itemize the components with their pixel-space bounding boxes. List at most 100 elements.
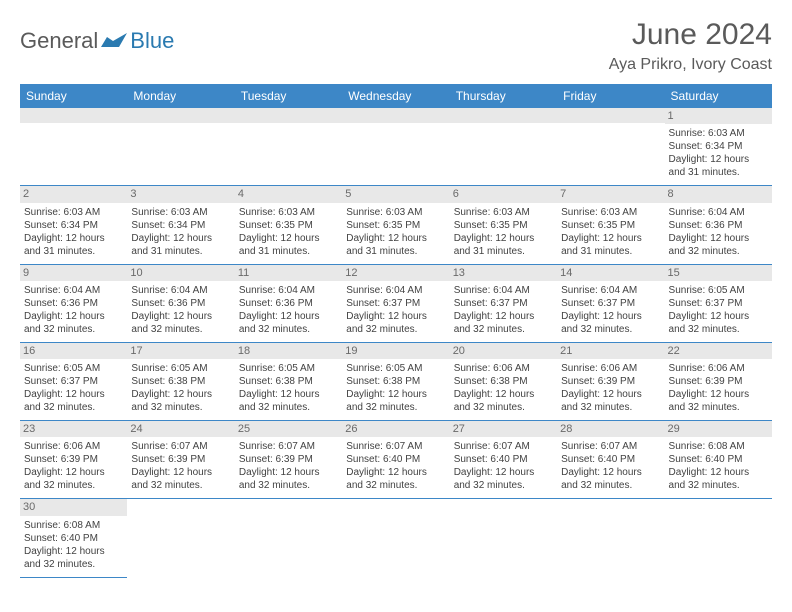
day-info-line: Daylight: 12 hours (131, 310, 230, 323)
day-info-line: and 32 minutes. (131, 401, 230, 414)
day-info-line: Sunset: 6:36 PM (669, 219, 768, 232)
day-number (450, 108, 557, 123)
day-info-line: Sunrise: 6:03 AM (24, 206, 123, 219)
day-cell (235, 108, 342, 186)
day-info-line: and 32 minutes. (561, 401, 660, 414)
day-info-line: Sunset: 6:40 PM (561, 453, 660, 466)
flag-icon (101, 33, 127, 52)
day-info-line: Daylight: 12 hours (346, 232, 445, 245)
day-number: 16 (20, 343, 127, 359)
day-info-line: Daylight: 12 hours (669, 466, 768, 479)
day-info-line: Sunset: 6:38 PM (454, 375, 553, 388)
day-cell: 21Sunrise: 6:06 AMSunset: 6:39 PMDayligh… (557, 342, 664, 420)
day-info-line: Sunrise: 6:07 AM (561, 440, 660, 453)
day-number: 20 (450, 343, 557, 359)
day-number: 4 (235, 186, 342, 202)
week-row: 1Sunrise: 6:03 AMSunset: 6:34 PMDaylight… (20, 108, 772, 186)
day-info-line: and 32 minutes. (131, 479, 230, 492)
day-number: 11 (235, 265, 342, 281)
day-info-line: Sunset: 6:37 PM (454, 297, 553, 310)
day-info-line: Daylight: 12 hours (346, 466, 445, 479)
day-info-line: Sunrise: 6:05 AM (239, 362, 338, 375)
location-label: Aya Prikro, Ivory Coast (609, 56, 772, 74)
day-number: 12 (342, 265, 449, 281)
day-info-line: and 32 minutes. (669, 245, 768, 258)
day-cell: 13Sunrise: 6:04 AMSunset: 6:37 PMDayligh… (450, 264, 557, 342)
day-info-line: Daylight: 12 hours (669, 232, 768, 245)
day-cell: 24Sunrise: 6:07 AMSunset: 6:39 PMDayligh… (127, 421, 234, 499)
day-info-line: Daylight: 12 hours (24, 232, 123, 245)
brand-word-2: Blue (130, 28, 174, 54)
day-number (342, 108, 449, 123)
day-info-line: Daylight: 12 hours (454, 310, 553, 323)
day-cell (450, 499, 557, 577)
day-cell: 2Sunrise: 6:03 AMSunset: 6:34 PMDaylight… (20, 186, 127, 264)
day-cell: 29Sunrise: 6:08 AMSunset: 6:40 PMDayligh… (665, 421, 772, 499)
calendar-body: 1Sunrise: 6:03 AMSunset: 6:34 PMDaylight… (20, 108, 772, 577)
day-info-line: Sunrise: 6:06 AM (24, 440, 123, 453)
day-number: 21 (557, 343, 664, 359)
day-info-line: and 31 minutes. (131, 245, 230, 258)
day-info-line: Sunset: 6:38 PM (131, 375, 230, 388)
day-info-line: and 32 minutes. (346, 479, 445, 492)
day-info-line: Sunrise: 6:06 AM (669, 362, 768, 375)
day-info-line: Daylight: 12 hours (24, 545, 123, 558)
day-info-line: Sunset: 6:38 PM (239, 375, 338, 388)
day-cell: 28Sunrise: 6:07 AMSunset: 6:40 PMDayligh… (557, 421, 664, 499)
day-info-line: Daylight: 12 hours (669, 153, 768, 166)
page-header: General Blue June 2024 Aya Prikro, Ivory… (20, 18, 772, 74)
day-info-line: Daylight: 12 hours (239, 388, 338, 401)
day-cell: 22Sunrise: 6:06 AMSunset: 6:39 PMDayligh… (665, 342, 772, 420)
day-number: 6 (450, 186, 557, 202)
day-info-line: and 32 minutes. (24, 479, 123, 492)
title-block: June 2024 Aya Prikro, Ivory Coast (609, 18, 772, 74)
day-info-line: Sunrise: 6:05 AM (669, 284, 768, 297)
day-number: 27 (450, 421, 557, 437)
day-info-line: Sunrise: 6:03 AM (131, 206, 230, 219)
day-cell: 9Sunrise: 6:04 AMSunset: 6:36 PMDaylight… (20, 264, 127, 342)
day-info-line: Sunset: 6:36 PM (131, 297, 230, 310)
day-info-line: Sunrise: 6:04 AM (346, 284, 445, 297)
day-info-line: Daylight: 12 hours (131, 388, 230, 401)
day-info-line: and 32 minutes. (131, 323, 230, 336)
day-cell (127, 499, 234, 577)
day-cell: 6Sunrise: 6:03 AMSunset: 6:35 PMDaylight… (450, 186, 557, 264)
day-info-line: Daylight: 12 hours (561, 232, 660, 245)
day-info-line: Sunset: 6:36 PM (239, 297, 338, 310)
day-number: 14 (557, 265, 664, 281)
day-number: 22 (665, 343, 772, 359)
day-cell: 11 Sunrise: 6:04 AMSunset: 6:36 PMDayligh… (235, 264, 342, 342)
day-cell: 4Sunrise: 6:03 AMSunset: 6:35 PMDaylight… (235, 186, 342, 264)
day-info-line: Sunrise: 6:03 AM (454, 206, 553, 219)
day-cell (665, 499, 772, 577)
day-cell (342, 499, 449, 577)
day-info-line: Sunrise: 6:03 AM (346, 206, 445, 219)
day-cell: 16Sunrise: 6:05 AMSunset: 6:37 PMDayligh… (20, 342, 127, 420)
day-info-line: and 32 minutes. (346, 323, 445, 336)
day-cell: 30Sunrise: 6:08 AMSunset: 6:40 PMDayligh… (20, 499, 127, 577)
day-info-line: and 32 minutes. (669, 323, 768, 336)
day-number (127, 108, 234, 123)
day-cell (235, 499, 342, 577)
day-info-line: Sunrise: 6:05 AM (346, 362, 445, 375)
day-info-line: and 31 minutes. (346, 245, 445, 258)
day-info-line: Sunset: 6:35 PM (239, 219, 338, 232)
day-info-line: Sunset: 6:38 PM (346, 375, 445, 388)
day-info-line: Sunset: 6:40 PM (24, 532, 123, 545)
day-info-line: Sunset: 6:36 PM (24, 297, 123, 310)
day-info-line: Daylight: 12 hours (561, 310, 660, 323)
day-info-line: Sunrise: 6:04 AM (239, 284, 338, 297)
day-info-line: and 32 minutes. (239, 479, 338, 492)
day-info-line: and 32 minutes. (669, 401, 768, 414)
day-info-line: Daylight: 12 hours (239, 310, 338, 323)
day-info-line: Sunrise: 6:05 AM (131, 362, 230, 375)
day-info-line: Sunrise: 6:07 AM (131, 440, 230, 453)
day-cell: 7Sunrise: 6:03 AMSunset: 6:35 PMDaylight… (557, 186, 664, 264)
day-info-line: Sunrise: 6:05 AM (24, 362, 123, 375)
day-cell: 3Sunrise: 6:03 AMSunset: 6:34 PMDaylight… (127, 186, 234, 264)
day-info-line: Sunset: 6:37 PM (561, 297, 660, 310)
day-info-line: Sunrise: 6:03 AM (561, 206, 660, 219)
day-info-line: Sunset: 6:40 PM (346, 453, 445, 466)
day-number: 26 (342, 421, 449, 437)
day-number: 3 (127, 186, 234, 202)
